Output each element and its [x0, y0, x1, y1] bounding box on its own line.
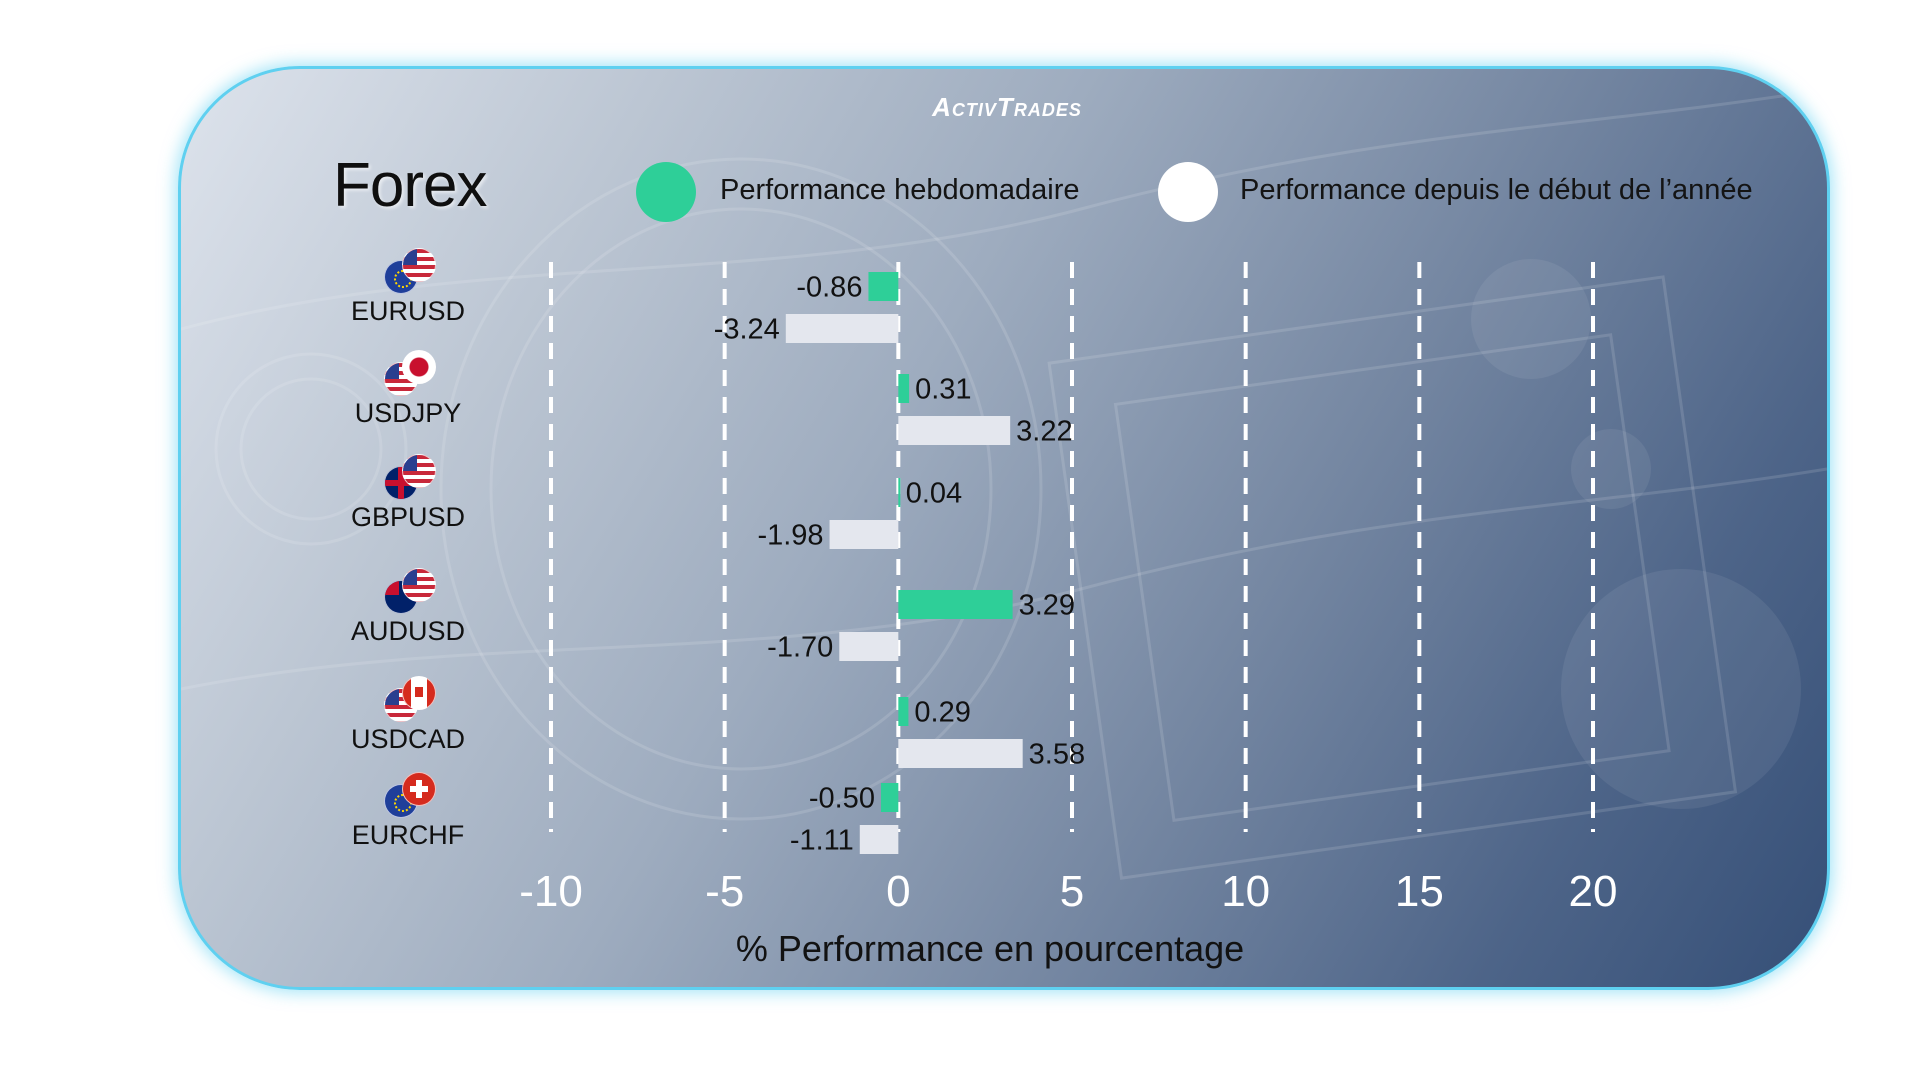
data-label-weekly-eurusd: -0.86	[796, 272, 862, 304]
bar-weekly-usdjpy	[898, 374, 910, 403]
category-label: GBPUSD	[350, 502, 466, 532]
bar-ytd-usdcad	[898, 739, 1023, 768]
x-tick-label: 5	[1060, 867, 1084, 916]
x-tick-label: 0	[886, 867, 910, 916]
bar-ytd-usdjpy	[898, 416, 1011, 445]
bar-ytd-audusd	[839, 632, 899, 661]
activtrades-logo: ActivTrades	[932, 92, 1082, 122]
category-label: AUDUSD	[350, 616, 465, 646]
data-label-ytd-eurusd: -3.24	[714, 314, 780, 346]
x-tick-label: 15	[1395, 867, 1444, 916]
bar-weekly-audusd	[898, 590, 1013, 619]
us-flag-icon	[402, 454, 436, 488]
bar-weekly-eurchf	[880, 783, 899, 812]
bar-weekly-gbpusd	[898, 478, 901, 507]
legend-label-ytd: Performance depuis le début de l’année	[1240, 174, 1753, 206]
chart-card	[178, 66, 1830, 990]
x-tick-label: 20	[1569, 867, 1618, 916]
data-label-ytd-usdcad: 3.58	[1029, 739, 1085, 771]
chart-title: Forex	[333, 151, 487, 220]
category-label: EURUSD	[350, 296, 465, 326]
data-label-ytd-audusd: -1.70	[767, 632, 833, 664]
legend-swatch-ytd	[1158, 162, 1218, 222]
legend-label-weekly: Performance hebdomadaire	[720, 174, 1080, 206]
category-usdjpy: USDJPY	[313, 350, 503, 429]
data-label-weekly-eurchf: -0.50	[809, 783, 875, 815]
category-label: EURCHF	[351, 820, 465, 850]
legend-swatch-weekly	[636, 162, 696, 222]
data-label-weekly-audusd: 3.29	[1019, 590, 1075, 622]
category-usdcad: USDCAD	[313, 676, 503, 755]
x-tick-label: -5	[705, 867, 744, 916]
bar-ytd-eurusd	[785, 314, 899, 343]
category-eurusd: EURUSD	[313, 248, 503, 327]
category-label: USDJPY	[354, 398, 462, 428]
bar-weekly-usdcad	[898, 697, 909, 726]
us-flag-icon	[402, 248, 436, 282]
bar-ytd-gbpusd	[829, 520, 899, 549]
category-gbpusd: GBPUSD	[313, 454, 503, 533]
category-audusd: AUDUSD	[313, 568, 503, 647]
data-label-ytd-gbpusd: -1.98	[757, 520, 823, 552]
ca-flag-icon	[402, 676, 436, 710]
category-eurchf: EURCHF	[313, 772, 503, 851]
category-label: USDCAD	[350, 724, 465, 754]
bar-weekly-eurusd	[868, 272, 899, 301]
x-tick-label: 10	[1221, 867, 1270, 916]
data-label-weekly-usdjpy: 0.31	[915, 374, 971, 406]
jp-flag-icon	[402, 350, 436, 384]
x-axis-label: % Performance en pourcentage	[735, 928, 1245, 969]
data-label-weekly-gbpusd: 0.04	[906, 478, 962, 510]
data-label-ytd-eurchf: -1.11	[790, 825, 854, 857]
data-label-weekly-usdcad: 0.29	[914, 697, 970, 729]
data-label-ytd-usdjpy: 3.22	[1016, 416, 1072, 448]
banknote-background	[181, 87, 1827, 880]
us-flag-icon	[402, 568, 436, 602]
ch-flag-icon	[402, 772, 436, 806]
bar-ytd-eurchf	[859, 825, 899, 854]
x-tick-label: -10	[519, 867, 583, 916]
